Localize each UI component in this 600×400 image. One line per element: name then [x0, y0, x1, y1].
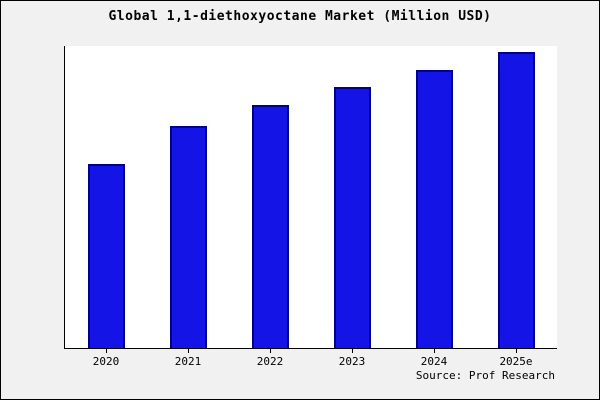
x-tick-label: 2023: [338, 355, 366, 368]
bar-2021: [169, 125, 207, 348]
tick-mark: [351, 349, 353, 353]
bar-2020: [87, 164, 125, 348]
x-tick-label: 2021: [174, 355, 202, 368]
bar-2022: [251, 105, 289, 348]
bar-2025e: [497, 51, 535, 348]
x-tick-label: 2020: [92, 355, 120, 368]
tick-mark: [105, 349, 107, 353]
bar-slot: [311, 46, 393, 348]
tick-mark: [515, 349, 517, 353]
bar-slot: [229, 46, 311, 348]
x-tick-cell: 2025e: [475, 349, 557, 368]
x-axis-labels: 2020 2021 2022 2023 2024 2025e: [65, 349, 557, 368]
bar-slot: [475, 46, 557, 348]
x-tick-label: 2025e: [499, 355, 533, 368]
x-tick-cell: 2022: [229, 349, 311, 368]
tick-mark: [269, 349, 271, 353]
tick-mark: [433, 349, 435, 353]
bar-slot: [393, 46, 475, 348]
x-tick-cell: 2021: [147, 349, 229, 368]
plot-area: [64, 46, 557, 349]
x-tick-cell: 2020: [65, 349, 147, 368]
tick-mark: [187, 349, 189, 353]
bar-2023: [333, 87, 371, 348]
bar-slot: [147, 46, 229, 348]
x-tick-label: 2022: [256, 355, 284, 368]
source-credit: Source: Prof Research: [415, 369, 555, 382]
x-tick-cell: 2023: [311, 349, 393, 368]
x-tick-cell: 2024: [393, 349, 475, 368]
bars-container: [65, 46, 557, 348]
chart-title: Global 1,1-diethoxyoctane Market (Millio…: [108, 9, 492, 24]
bar-2024: [415, 69, 453, 348]
x-tick-label: 2024: [420, 355, 448, 368]
bar-slot: [65, 46, 147, 348]
